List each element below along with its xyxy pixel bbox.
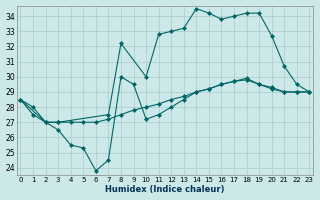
X-axis label: Humidex (Indice chaleur): Humidex (Indice chaleur) <box>105 185 225 194</box>
